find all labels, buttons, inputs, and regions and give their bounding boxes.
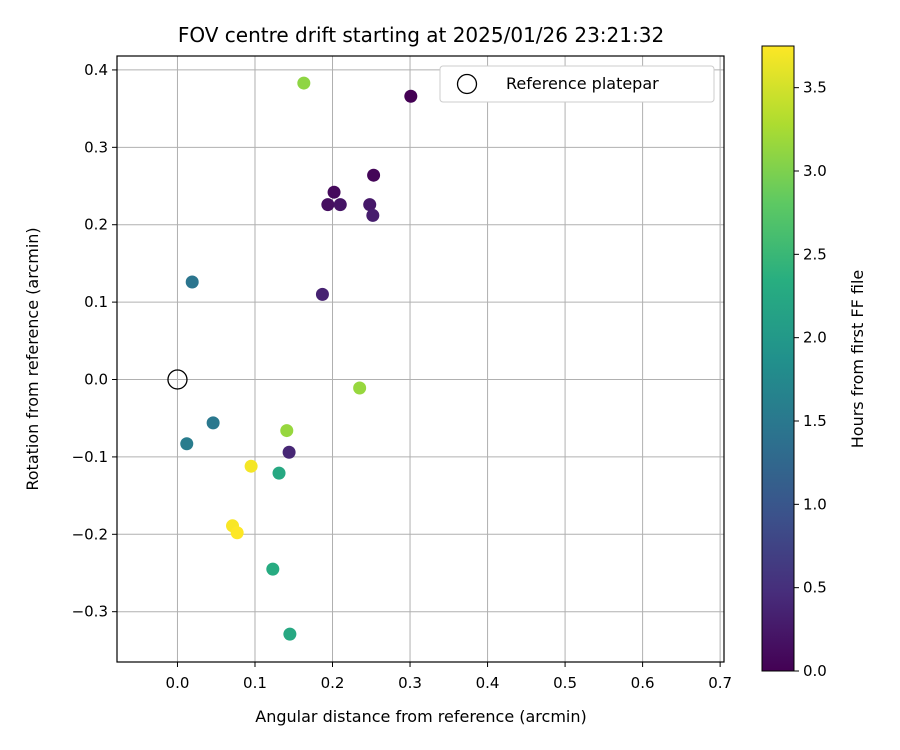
y-tick-label: −0.3 [72, 603, 108, 621]
data-point [366, 208, 380, 222]
legend: Reference platepar [439, 65, 715, 103]
x-axis-ticks: 0.0 0.1 0.2 0.3 0.4 0.5 0.6 0.7 [166, 662, 732, 692]
colorbar-tick-label: 1.5 [803, 412, 827, 430]
data-point [180, 437, 194, 451]
data-point [353, 381, 367, 395]
x-tick-label: 0.6 [631, 674, 655, 692]
data-point [297, 76, 311, 90]
data-point [404, 89, 418, 103]
reference-point [167, 369, 188, 390]
x-tick-label: 0.4 [476, 674, 500, 692]
data-point [315, 287, 329, 301]
x-tick-label: 0.1 [243, 674, 267, 692]
y-tick-label: 0.0 [84, 371, 108, 389]
colorbar-gradient [761, 45, 795, 672]
x-tick-label: 0.3 [398, 674, 422, 692]
colorbar-tick-label: 2.0 [803, 329, 827, 347]
data-point [244, 459, 258, 473]
colorbar-tick-label: 3.0 [803, 162, 827, 180]
data-point [367, 168, 381, 182]
reference-marker [167, 369, 188, 390]
colorbar-tick-label: 2.5 [803, 245, 827, 263]
data-point [206, 416, 220, 430]
x-tick-label: 0.2 [321, 674, 345, 692]
plot-frame [116, 55, 725, 663]
data-point [230, 526, 244, 540]
y-tick-label: 0.3 [84, 138, 108, 156]
legend-box [439, 65, 715, 103]
data-point [363, 198, 377, 212]
colorbar-tick-label: 1.0 [803, 495, 827, 513]
y-tick-label: 0.2 [84, 216, 108, 234]
y-tick-label: 0.4 [84, 61, 108, 79]
data-point [272, 466, 286, 480]
x-tick-label: 0.0 [166, 674, 190, 692]
y-tick-label: −0.2 [72, 525, 108, 543]
x-tick-label: 0.7 [708, 674, 732, 692]
y-tick-label: 0.1 [84, 293, 108, 311]
data-point [266, 562, 280, 576]
data-point [185, 275, 199, 289]
colorbar-ticks: 0.0 0.5 1.0 1.5 2.0 2.5 3.0 3.5 [794, 79, 827, 680]
colorbar: 0.0 0.5 1.0 1.5 2.0 2.5 3.0 3.5 Hours from firs… [761, 45, 867, 680]
colorbar-tick-label: 3.5 [803, 79, 827, 97]
legend-label: Reference platepar [506, 74, 659, 93]
data-point [327, 185, 341, 199]
colorbar-tick-label: 0.0 [803, 662, 827, 680]
data-point [283, 627, 297, 641]
data-points [180, 76, 418, 641]
grid [117, 56, 724, 662]
data-point [321, 198, 335, 212]
colorbar-tick-label: 0.5 [803, 579, 827, 597]
data-point [280, 424, 294, 438]
x-axis-label: Angular distance from reference (arcmin) [255, 707, 586, 726]
x-tick-label: 0.5 [553, 674, 577, 692]
data-point [282, 445, 296, 459]
legend-marker [456, 73, 478, 95]
chart-title: FOV centre drift starting at 2025/01/26 … [178, 23, 664, 47]
y-axis-label: Rotation from reference (arcmin) [23, 227, 42, 490]
y-tick-label: −0.1 [72, 448, 108, 466]
y-axis-ticks: −0.3 −0.2 −0.1 0.0 0.1 0.2 0.3 0.4 [72, 61, 117, 621]
colorbar-label: Hours from first FF file [848, 270, 867, 449]
data-point [333, 198, 347, 212]
